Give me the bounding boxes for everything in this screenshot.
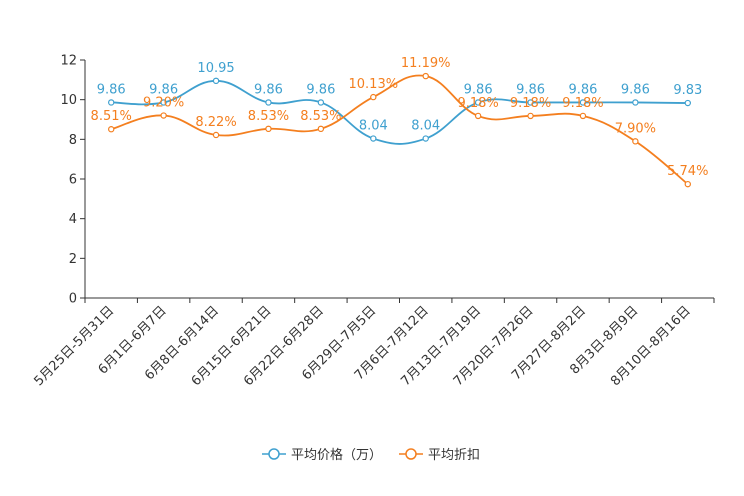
data-point-1 <box>370 93 377 101</box>
data-label-0: 9.86 <box>516 82 545 97</box>
legend-item-discount[interactable]: 平均折扣 <box>399 448 480 463</box>
data-label-1: 5.74% <box>667 164 708 179</box>
series-points <box>108 72 691 188</box>
data-point-0 <box>108 99 115 106</box>
data-label-1: 8.22% <box>195 115 236 130</box>
data-point-1 <box>160 112 167 119</box>
y-tick-label: 6 <box>69 173 77 188</box>
data-label-0: 10.95 <box>197 61 234 76</box>
data-label-1: 9.18% <box>457 96 498 111</box>
data-point-0 <box>632 99 639 106</box>
data-label-0: 8.04 <box>359 119 388 134</box>
data-label-0: 9.86 <box>149 82 178 97</box>
data-point-0 <box>422 135 429 142</box>
series-labels: 9.86 9.86 10.95 9.86 9.86 8.04 8.04 9.86 9.86 9.8… <box>91 56 709 179</box>
data-point-0 <box>579 99 587 106</box>
data-point-1 <box>474 112 482 120</box>
data-point-1 <box>265 125 272 133</box>
legend-marker-circle-price <box>268 448 280 460</box>
data-point-0 <box>474 99 482 106</box>
data-label-0: 9.86 <box>97 82 126 97</box>
data-point-1 <box>684 180 691 188</box>
data-point-0 <box>684 99 691 107</box>
data-label-1: 10.13% <box>349 77 399 92</box>
data-point-0 <box>265 99 272 106</box>
data-label-1: 7.90% <box>615 121 656 136</box>
data-label-0: 9.86 <box>464 82 493 97</box>
data-point-0 <box>160 99 167 106</box>
data-point-0 <box>317 99 325 106</box>
y-tick-label: 12 <box>60 54 77 69</box>
data-point-1 <box>632 138 639 145</box>
data-label-0: 9.86 <box>306 82 335 97</box>
data-point-1 <box>317 125 325 133</box>
data-label-1: 8.51% <box>91 109 132 124</box>
data-label-1: 9.18% <box>562 96 603 111</box>
y-tick-label: 0 <box>69 292 77 307</box>
data-label-1: 9.18% <box>510 96 551 111</box>
legend-label-price: 平均价格（万） <box>291 447 382 463</box>
legend-marker-circle-discount <box>405 448 417 460</box>
data-point-1 <box>108 126 115 133</box>
y-tick-label: 4 <box>69 212 77 227</box>
legend-item-price[interactable]: 平均价格（万） <box>262 447 382 463</box>
data-label-0: 8.04 <box>411 119 440 134</box>
data-point-1 <box>422 72 429 80</box>
data-label-0: 9.86 <box>621 82 650 97</box>
y-tick-label: 10 <box>60 93 77 108</box>
data-label-1: 9.20% <box>143 96 184 111</box>
data-label-0: 9.83 <box>673 83 702 98</box>
data-point-1 <box>579 112 587 120</box>
data-point-1 <box>212 131 220 139</box>
data-label-1: 11.19% <box>401 56 451 71</box>
data-point-0 <box>212 77 220 85</box>
data-label-0: 9.86 <box>568 82 597 97</box>
legend-label-discount: 平均折扣 <box>428 448 480 463</box>
data-label-1: 8.53% <box>248 109 289 124</box>
y-tick-label: 2 <box>69 252 77 267</box>
y-tick-label: 8 <box>69 133 77 148</box>
data-label-0: 9.86 <box>254 82 283 97</box>
data-point-1 <box>527 112 534 120</box>
data-point-0 <box>527 99 534 106</box>
data-label-1: 8.53% <box>300 109 341 124</box>
series-line-0 <box>111 79 688 145</box>
data-point-0 <box>370 135 377 142</box>
legend: 平均价格（万） 平均折扣 <box>262 447 480 463</box>
